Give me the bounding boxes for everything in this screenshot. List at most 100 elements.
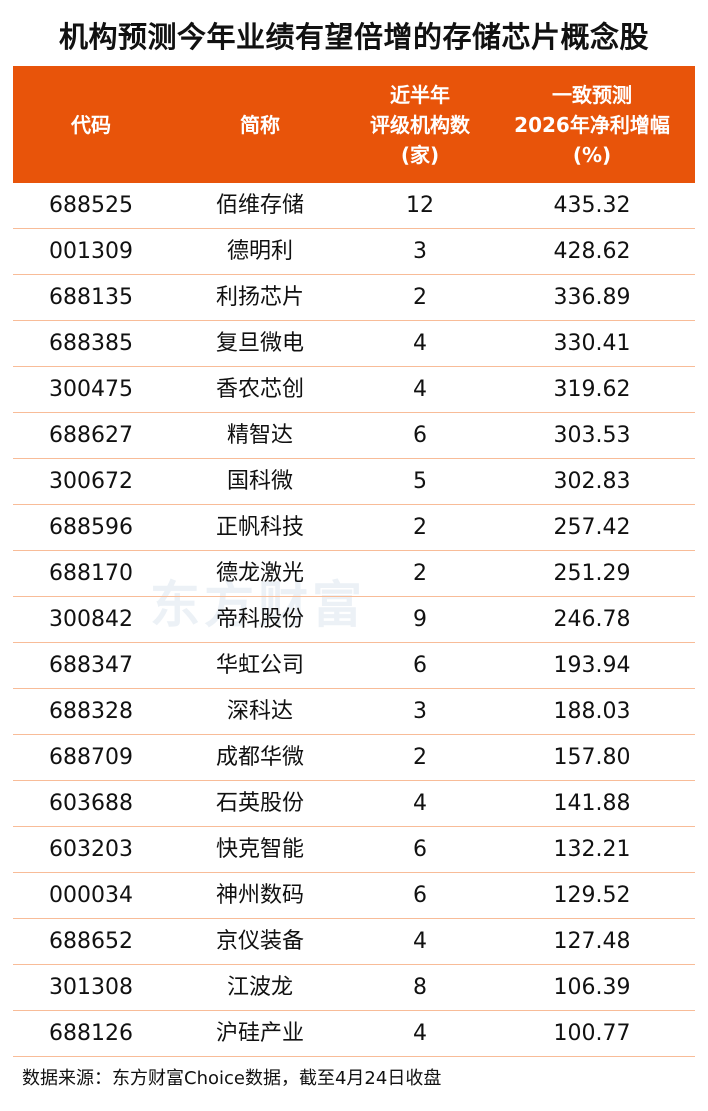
table-row: 301308 江波龙 8 106.39 — [13, 965, 695, 1011]
cell-name: 江波龙 — [226, 975, 293, 1000]
header-line: 简称 — [240, 112, 280, 137]
cell-rating-count: 2 — [413, 745, 427, 770]
header-line: (家) — [400, 142, 440, 167]
cell-rating-count: 2 — [413, 561, 427, 586]
cell-code: 688135 — [49, 285, 133, 310]
table-row: 688652 京仪装备 4 127.48 — [13, 919, 695, 965]
header-line: 评级机构数 — [370, 112, 470, 137]
cell-name: 利扬芯片 — [215, 285, 304, 310]
cell-name: 复旦微电 — [215, 331, 304, 356]
cell-profit-growth: 132.21 — [553, 837, 631, 862]
cell-code: 000034 — [49, 883, 133, 908]
cell-code: 688709 — [49, 745, 133, 770]
cell-code: 603203 — [49, 837, 133, 862]
table-body: 688525 佰维存储 12 435.32 001309 德明利 3 428.62 688135… — [13, 183, 695, 1057]
cell-profit-growth: 336.89 — [553, 285, 631, 310]
header-name: 简称 — [169, 66, 351, 183]
cell-profit-growth: 257.42 — [553, 515, 631, 540]
cell-profit-growth: 106.39 — [553, 975, 631, 1000]
table-header: 代码 简称 近半年 评级机构数 (家) 一致预测 2026年净利增幅 (%) — [13, 66, 695, 183]
cell-profit-growth: 303.53 — [553, 423, 631, 448]
table-row: 000034 神州数码 6 129.52 — [13, 873, 695, 919]
cell-rating-count: 5 — [413, 469, 427, 494]
cell-rating-count: 2 — [413, 515, 427, 540]
cell-code: 688652 — [49, 929, 133, 954]
cell-rating-count: 8 — [413, 975, 427, 1000]
cell-name: 快克智能 — [215, 837, 304, 862]
header-code: 代码 — [13, 66, 169, 183]
cell-rating-count: 6 — [413, 653, 427, 678]
cell-profit-growth: 141.88 — [553, 791, 631, 816]
cell-profit-growth: 330.41 — [553, 331, 631, 356]
cell-name: 帝科股份 — [215, 607, 304, 632]
cell-code: 688328 — [49, 699, 133, 724]
cell-profit-growth: 193.94 — [553, 653, 631, 678]
cell-profit-growth: 319.62 — [553, 377, 631, 402]
header-line: 一致预测 — [552, 82, 632, 107]
cell-rating-count: 4 — [413, 331, 427, 356]
cell-rating-count: 6 — [413, 883, 427, 908]
cell-code: 688596 — [49, 515, 133, 540]
cell-name: 深科达 — [226, 699, 293, 724]
page-title: 机构预测今年业绩有望倍增的存储芯片概念股 — [58, 20, 649, 54]
cell-rating-count: 4 — [413, 377, 427, 402]
header-line: 2026年净利增幅 — [514, 112, 670, 137]
table-row: 688170 德龙激光 2 251.29 — [13, 551, 695, 597]
cell-profit-growth: 157.80 — [553, 745, 631, 770]
table-row: 001309 德明利 3 428.62 — [13, 229, 695, 275]
cell-code: 001309 — [49, 239, 133, 264]
header-rating-count: 近半年 评级机构数 (家) — [351, 66, 489, 183]
table-row: 688126 沪硅产业 4 100.77 — [13, 1011, 695, 1057]
cell-rating-count: 3 — [413, 239, 427, 264]
cell-code: 688385 — [49, 331, 133, 356]
cell-name: 香农芯创 — [215, 377, 304, 402]
cell-rating-count: 4 — [413, 929, 427, 954]
cell-profit-growth: 435.32 — [553, 193, 631, 218]
cell-profit-growth: 302.83 — [553, 469, 631, 494]
cell-code: 300842 — [49, 607, 133, 632]
table-row: 688385 复旦微电 4 330.41 — [13, 321, 695, 367]
cell-code: 688170 — [49, 561, 133, 586]
cell-rating-count: 6 — [413, 837, 427, 862]
source-note: 数据来源：东方财富Choice数据，截至4月24日收盘 — [22, 1068, 442, 1089]
cell-rating-count: 4 — [413, 791, 427, 816]
cell-name: 国科微 — [226, 469, 293, 494]
table-row: 688709 成都华微 2 157.80 — [13, 735, 695, 781]
cell-name: 德明利 — [226, 239, 293, 264]
cell-profit-growth: 127.48 — [553, 929, 631, 954]
cell-rating-count: 3 — [413, 699, 427, 724]
cell-name: 石英股份 — [215, 791, 304, 816]
cell-name: 正帆科技 — [215, 515, 304, 540]
cell-profit-growth: 251.29 — [553, 561, 631, 586]
cell-code: 688347 — [49, 653, 133, 678]
table-row: 688525 佰维存储 12 435.32 — [13, 183, 695, 229]
cell-profit-growth: 129.52 — [553, 883, 631, 908]
cell-profit-growth: 100.77 — [553, 1021, 631, 1046]
cell-profit-growth: 246.78 — [553, 607, 631, 632]
table-row: 300672 国科微 5 302.83 — [13, 459, 695, 505]
cell-rating-count: 9 — [413, 607, 427, 632]
cell-code: 300475 — [49, 377, 133, 402]
header-line: (%) — [572, 142, 612, 167]
cell-name: 佰维存储 — [215, 193, 304, 218]
cell-name: 德龙激光 — [215, 561, 304, 586]
table-row: 603688 石英股份 4 141.88 — [13, 781, 695, 827]
table-row: 300475 香农芯创 4 319.62 — [13, 367, 695, 413]
cell-name: 华虹公司 — [215, 653, 304, 678]
cell-code: 688627 — [49, 423, 133, 448]
cell-profit-growth: 428.62 — [553, 239, 631, 264]
table-row: 688135 利扬芯片 2 336.89 — [13, 275, 695, 321]
cell-name: 神州数码 — [215, 883, 304, 908]
cell-code: 603688 — [49, 791, 133, 816]
cell-rating-count: 2 — [413, 285, 427, 310]
cell-name: 精智达 — [226, 423, 293, 448]
table-row: 688627 精智达 6 303.53 — [13, 413, 695, 459]
cell-code: 688525 — [49, 193, 133, 218]
table-row: 688596 正帆科技 2 257.42 — [13, 505, 695, 551]
cell-name: 沪硅产业 — [215, 1021, 304, 1046]
table-row: 603203 快克智能 6 132.21 — [13, 827, 695, 873]
cell-code: 301308 — [49, 975, 133, 1000]
cell-name: 成都华微 — [215, 745, 304, 770]
header-profit-growth: 一致预测 2026年净利增幅 (%) — [489, 66, 695, 183]
cell-profit-growth: 188.03 — [553, 699, 631, 724]
